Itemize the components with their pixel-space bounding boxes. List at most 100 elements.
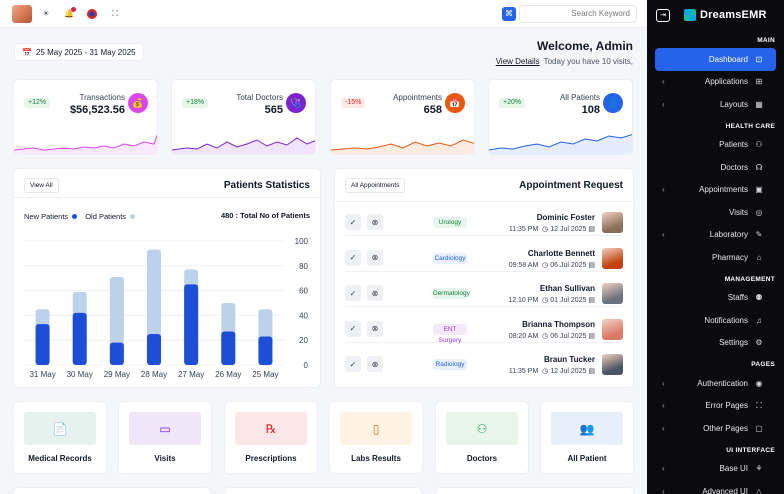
flag-icon[interactable] [83,5,101,23]
view-details-link[interactable]: View Details [495,57,540,66]
sun-icon[interactable]: ☀ [42,9,50,18]
sidebar-item-label: Applications [704,77,748,87]
appointment-row: ✓ ⊗ ENT Surgery Brianna Thompson 08:20 AM ◷ … [345,315,623,344]
bar-new-patients[interactable] [221,331,236,365]
medical-records-tile[interactable]: 📄 Medical Records [13,401,107,474]
fullscreen-icon[interactable]: ⛶ [112,8,118,18]
tile-label: Visits [154,454,176,463]
search-bar: ⌘ [502,4,637,23]
accept-check-icon[interactable]: ✓ [345,285,361,301]
appointment-datetime: 08:20 AM ◷ 06 Jul 2025 ▤ [509,332,595,340]
total-patients-label: 480 : Total No of Patients [220,211,310,220]
sidebar-section-title: MAIN [757,37,775,44]
patient-avatar[interactable] [602,318,623,340]
notification-dot [71,6,76,12]
reject-x-icon[interactable]: ⊗ [367,356,383,372]
patient-avatar[interactable] [602,354,623,375]
sidebar-item-settings[interactable]: Settings ⚙ [655,332,776,355]
patient-avatar[interactable] [602,283,623,304]
stat-card[interactable]: +12% Transactions $56,523.56 💰 [13,79,158,155]
appointment-datetime: 09:58 AM ◷ 06 Jul 2025 ▤ [509,261,595,269]
laboratory-icon: ✎ [755,230,763,240]
sidebar-toggle-icon[interactable]: ⇥ [656,8,670,22]
stat-card[interactable]: -15% Appointments 658 📅 [330,79,475,155]
sidebar-item-label: Error Pages [705,401,748,411]
sidebar-item-notifications[interactable]: Notifications ♫ [655,309,776,332]
sparkline-line [331,139,474,151]
appointment-date: 06 Jul 2025 [550,332,587,340]
sidebar-item-base-ui[interactable]: ‹ Base UI ⚘ [655,458,776,481]
bar-new-patients[interactable] [184,284,199,365]
tile-icon-box: 📄 [24,412,96,445]
accept-check-icon[interactable]: ✓ [345,356,361,372]
tile-label: Labs Results [351,454,401,463]
sidebar-item-error-pages[interactable]: ‹ Error Pages ⛶ [655,395,776,418]
bar-new-patients[interactable] [258,336,273,365]
bell-icon[interactable]: 🔔 [60,5,78,23]
sidebar-item-appointments[interactable]: ‹ Appointments ▣ [655,179,776,202]
view-all-button[interactable]: View All [24,178,59,193]
reject-x-icon[interactable]: ⊗ [367,214,383,230]
user-avatar[interactable] [12,4,32,23]
visits-tile[interactable]: ▭ Visits [118,401,212,474]
other-pages-icon: ▢ [755,423,763,433]
search-input[interactable] [519,4,637,23]
appointment-date: 01 Jul 2025 [550,297,587,304]
labs-results-tile[interactable]: ▯ Labs Results [329,401,423,474]
patient-name: Charlotte Bennett [527,248,595,258]
sidebar-item-doctors[interactable]: Doctors ☊ [655,156,776,179]
all-appointments-dropdown[interactable]: All Appointments [345,178,406,193]
sidebar-item-laboratory[interactable]: ‹ Laboratory ✎ [655,224,776,247]
stat-label: Appointments [393,93,442,102]
doctors-tile[interactable]: ⚇ Doctors [435,401,529,474]
search-icon[interactable]: ⌘ [502,6,516,21]
sidebar-item-applications[interactable]: ‹ Applications ⊞ [655,71,776,94]
bar-new-patients[interactable] [109,342,124,365]
brand-logo[interactable]: DreamsEMR [684,9,767,21]
x-tick-label: 28 May [141,370,167,379]
sidebar-item-authentication[interactable]: ‹ Authentication ◉ [655,372,776,395]
prescriptions-tile[interactable]: ℞ Prescriptions [224,401,318,474]
sidebar-item-visits[interactable]: Visits ◎ [655,201,776,224]
y-tick-label: 100 [295,237,309,246]
bar-new-patients[interactable] [72,312,87,365]
date-range-picker[interactable]: 📅 25 May 2025 - 31 May 2025 [14,43,144,61]
sidebar-item-staffs[interactable]: Staffs ⚉ [655,287,776,310]
accept-check-icon[interactable]: ✓ [345,249,361,266]
chevron-left-icon: ‹ [662,230,665,240]
layouts-icon: ▦ [755,99,763,109]
sidebar-item-layouts[interactable]: ‹ Layouts ▦ [655,93,776,116]
patient-avatar[interactable] [602,247,623,269]
sidebar-item-label: Staffs [727,293,748,303]
bar-new-patients[interactable] [147,334,161,365]
sidebar-item-advanced-ui[interactable]: ‹ Advanced UI △ [655,480,776,494]
patient-avatar[interactable] [602,212,623,233]
chevron-left-icon: ‹ [662,401,665,411]
sidebar-item-dashboard[interactable]: Dashboard ⊡ [655,48,776,71]
reject-x-icon[interactable]: ⊗ [367,249,383,266]
stat-card[interactable]: +20% All Patients 108 👤 [488,79,633,155]
sidebar-item-other-pages[interactable]: ‹ Other Pages ▢ [655,417,776,440]
sidebar-item-label: Visits [729,207,748,217]
patient-name: Braun Tucker [544,355,595,364]
chart-legend: New Patients Old Patients [24,212,143,221]
clock-icon: ◷ [538,226,551,233]
appointment-row: ✓ ⊗ Cardiology Charlotte Bennett 09:58 AM ◷ … [345,244,623,272]
sidebar-item-label: Authentication [697,378,748,388]
error-pages-icon: ⛶ [756,400,762,410]
sidebar-item-label: Laboratory [709,230,748,240]
user-icon: 👤 [603,93,623,113]
calendar-icon: ▤ [586,226,595,233]
bar-new-patients[interactable] [35,324,50,365]
x-tick-label: 26 May [215,370,241,379]
stat-card[interactable]: +18% Total Doctors 565 🩺 [171,79,316,155]
sidebar-item-label: Appointments [699,185,748,195]
reject-x-icon[interactable]: ⊗ [367,285,383,301]
sidebar-item-pharmacy[interactable]: Pharmacy ⌂ [655,246,776,269]
brand-name: DreamsEMR [700,9,767,21]
accept-check-icon[interactable]: ✓ [345,320,361,337]
accept-check-icon[interactable]: ✓ [345,214,361,230]
reject-x-icon[interactable]: ⊗ [367,320,383,337]
all-patient-tile[interactable]: 👥 All Patient [540,401,634,474]
sidebar-item-patients[interactable]: Patients ⚇ [655,134,776,157]
